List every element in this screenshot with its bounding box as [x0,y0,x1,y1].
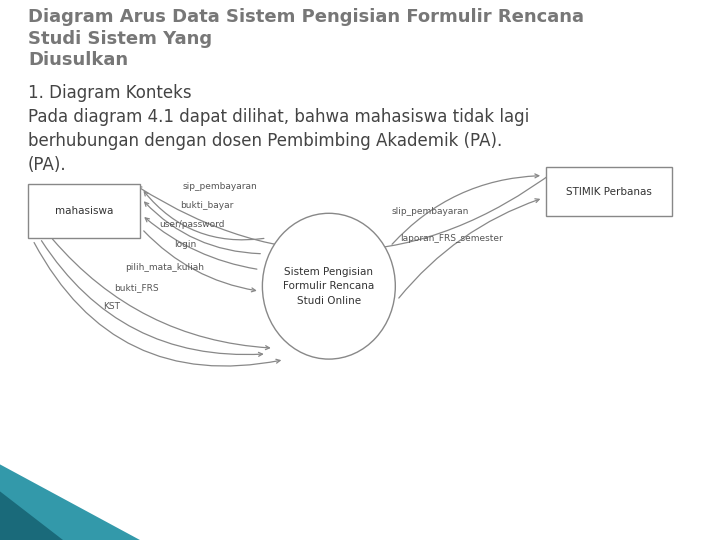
Text: Pada diagram 4.1 dapat dilihat, bahwa mahasiswa tidak lagi: Pada diagram 4.1 dapat dilihat, bahwa ma… [28,108,529,126]
Text: (PA).: (PA). [28,156,67,173]
FancyArrowPatch shape [399,199,539,298]
Text: Formulir Rencana: Formulir Rencana [283,281,374,291]
FancyArrowPatch shape [138,170,557,251]
Text: mahasiswa: mahasiswa [55,206,113,215]
FancyArrowPatch shape [34,242,280,366]
FancyArrowPatch shape [53,239,269,349]
Text: bukti_FRS: bukti_FRS [114,283,158,292]
Text: Studi Online: Studi Online [297,296,361,306]
Text: user/password: user/password [160,220,225,228]
Text: sip_pembayaran: sip_pembayaran [183,182,258,191]
FancyBboxPatch shape [28,184,140,238]
Text: laporan_FRS_semester: laporan_FRS_semester [400,234,503,243]
FancyArrowPatch shape [144,231,256,292]
Text: pilih_mata_kuliah: pilih_mata_kuliah [125,263,204,272]
FancyArrowPatch shape [42,241,262,356]
Ellipse shape [262,213,395,359]
FancyArrowPatch shape [145,202,261,254]
FancyArrowPatch shape [392,174,539,244]
Text: 1. Diagram Konteks: 1. Diagram Konteks [28,84,192,102]
Text: Sistem Pengisian: Sistem Pengisian [284,267,374,276]
FancyBboxPatch shape [546,167,672,216]
Text: bukti_bayar: bukti_bayar [180,201,233,210]
Polygon shape [0,464,140,540]
FancyArrowPatch shape [145,218,257,269]
FancyArrowPatch shape [144,192,264,240]
Text: Studi Sistem Yang: Studi Sistem Yang [28,30,212,48]
Text: Diagram Arus Data Sistem Pengisian Formulir Rencana: Diagram Arus Data Sistem Pengisian Formu… [28,8,584,26]
Polygon shape [0,491,63,540]
Text: login: login [174,240,197,248]
Text: slip_pembayaran: slip_pembayaran [392,207,469,216]
Text: berhubungan dengan dosen Pembimbing Akademik (PA).: berhubungan dengan dosen Pembimbing Akad… [28,132,503,150]
Text: KST: KST [104,302,120,311]
Text: STIMIK Perbanas: STIMIK Perbanas [566,187,652,197]
Text: Diusulkan: Diusulkan [28,51,128,69]
